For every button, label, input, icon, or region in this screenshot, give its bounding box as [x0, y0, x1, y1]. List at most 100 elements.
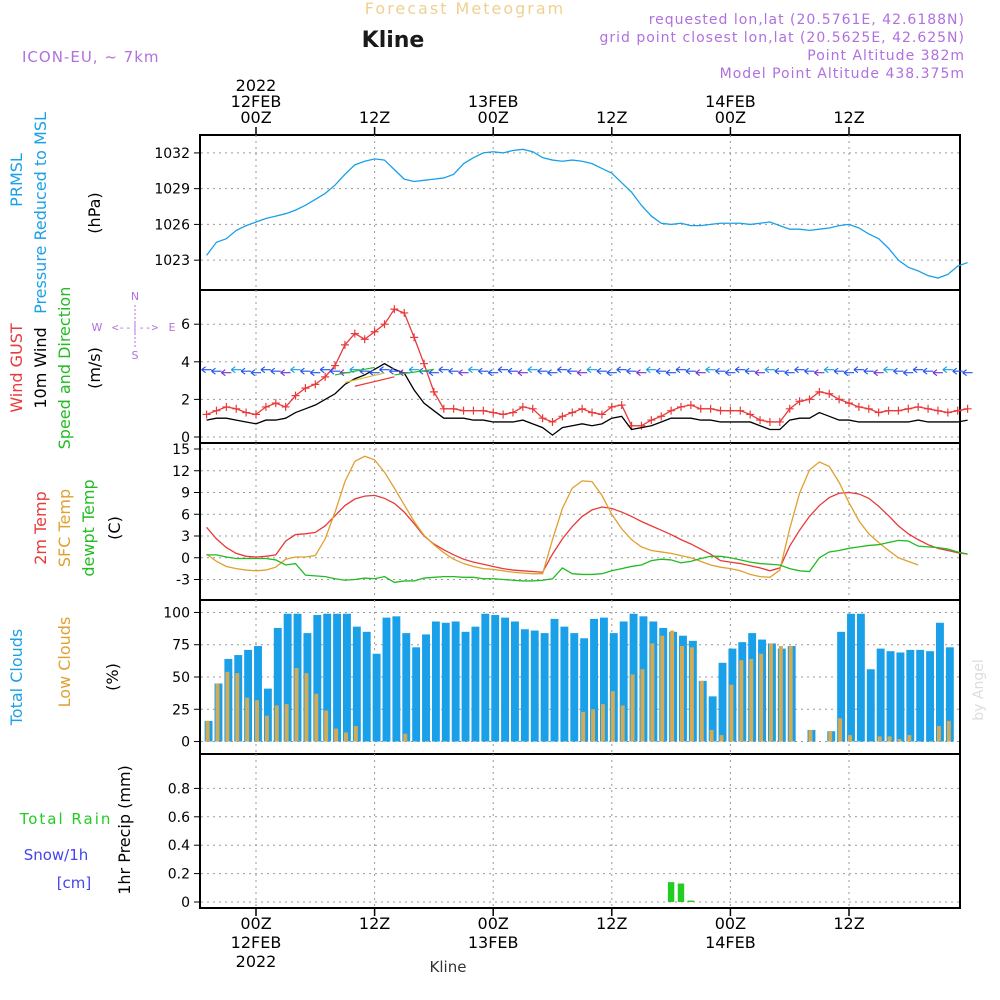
total-cloud-bar	[550, 618, 559, 742]
low-cloud-bar	[699, 680, 704, 742]
total-cloud-bar	[491, 615, 500, 742]
y-tick-label: 0.2	[168, 867, 190, 883]
low-cloud-bar	[897, 738, 902, 742]
total-cloud-bar	[313, 615, 322, 742]
gust-marker	[756, 416, 765, 425]
ylabel-percent: (%)	[103, 663, 122, 691]
wind-direction-arrow	[596, 367, 607, 375]
y-tick-label: 0.4	[168, 838, 190, 854]
gust-marker	[370, 327, 379, 336]
y-tick-label: 1032	[154, 146, 190, 162]
low-cloud-bar	[353, 726, 358, 742]
wind-direction-arrow	[369, 369, 380, 377]
gust-marker	[914, 402, 923, 411]
y-tick-label: 0.8	[168, 781, 190, 797]
gust-marker	[508, 408, 517, 417]
gust-marker	[479, 406, 488, 415]
footer-location: Kline	[430, 958, 467, 976]
wind-direction-arrow	[309, 369, 321, 377]
wind-direction-arrow	[774, 367, 785, 375]
point-altitude: Point Altitude 382m	[807, 48, 965, 64]
wind-direction-arrow	[744, 367, 756, 375]
gust-marker	[617, 401, 626, 410]
low-cloud-bar	[936, 726, 941, 742]
wind-direction-arrow	[547, 369, 558, 377]
wind-direction-arrow	[379, 366, 390, 374]
date-label: 13FEB	[468, 933, 519, 952]
low-cloud-bar	[828, 731, 833, 742]
y-tick-label: 1029	[154, 182, 190, 198]
wind-direction-arrow	[201, 366, 212, 374]
gust-marker	[706, 404, 715, 413]
gust-marker	[686, 401, 695, 410]
total-cloud-bar	[916, 649, 925, 742]
total-cloud-bar	[718, 662, 727, 742]
label-snow-cm: [cm]	[57, 874, 92, 892]
gust-marker	[291, 391, 300, 400]
label-2m-temp: 2m Temp	[31, 491, 50, 565]
wind-direction-arrow	[734, 366, 746, 374]
y-tick-label: 75	[172, 638, 190, 654]
panel-4: 0 25 50 75 100 Total Clouds Low Clouds (%)	[7, 599, 961, 755]
low-cloud-bar	[650, 643, 655, 742]
compass-e: E	[169, 321, 176, 334]
gust-marker	[410, 333, 419, 342]
y-tick-label: 0	[181, 895, 190, 911]
low-cloud-bar	[729, 684, 734, 742]
gust-marker	[528, 404, 537, 413]
wind-direction-arrow	[606, 369, 617, 377]
y-tick-label: -3	[176, 573, 190, 589]
y-tick-label: 2	[181, 392, 190, 408]
wind-direction-streak	[344, 372, 385, 384]
y-tick-label: 0	[181, 551, 190, 567]
gust-marker	[736, 406, 745, 415]
wind-direction-arrow	[290, 366, 301, 374]
y-tick-label: 25	[172, 702, 190, 718]
gust-marker	[696, 404, 705, 413]
total-cloud-bar	[599, 617, 608, 742]
total-cloud-bar	[926, 651, 935, 742]
low-cloud-bar	[719, 735, 724, 742]
low-cloud-bar	[403, 733, 408, 742]
low-cloud-bar	[225, 671, 230, 742]
low-cloud-bar	[314, 693, 319, 742]
label-pressure-msl: Pressure Reduced to MSL	[31, 112, 50, 314]
time-label: 12Z	[596, 914, 627, 933]
label-prmsl: PRMSL	[7, 153, 26, 207]
total-cloud-bar	[283, 613, 292, 742]
time-label: 00Z	[715, 108, 746, 127]
gust-marker	[212, 406, 221, 415]
y-tick-label: 12	[172, 464, 190, 480]
gust-marker	[676, 402, 685, 411]
label-speed-direction: Speed and Direction	[55, 287, 74, 450]
gust-marker	[607, 402, 616, 411]
low-cloud-bar	[838, 718, 843, 742]
wind-direction-arrow	[833, 367, 845, 375]
total-cloud-bar	[935, 622, 944, 742]
gust-marker	[765, 417, 774, 426]
gust-marker	[420, 359, 429, 368]
gust-marker	[489, 408, 498, 417]
total-cloud-bar	[530, 630, 539, 742]
compass-arrows: <--|-->	[112, 321, 159, 334]
gust-marker	[301, 384, 310, 393]
label-dewpt-temp: dewpt Temp	[79, 479, 98, 576]
wind-direction-arrow	[329, 367, 341, 375]
wind-direction-arrow	[507, 367, 518, 375]
low-cloud-bar	[304, 673, 309, 742]
gust-marker	[321, 372, 330, 381]
year-label: 2022	[236, 952, 277, 971]
wind-direction-arrow	[685, 367, 696, 375]
total-cloud-bar	[254, 646, 262, 742]
gust-marker	[242, 408, 251, 417]
ylabel-c: (C)	[105, 516, 124, 540]
gust-marker	[943, 408, 952, 417]
total-cloud-bar	[520, 629, 529, 742]
total-cloud-bar	[372, 653, 381, 742]
wind-direction-arrow	[725, 369, 736, 377]
wind-direction-arrow	[389, 367, 400, 375]
wind-direction-arrow	[863, 367, 874, 375]
total-cloud-bar	[382, 617, 391, 742]
label-total-clouds: Total Clouds	[7, 629, 26, 727]
